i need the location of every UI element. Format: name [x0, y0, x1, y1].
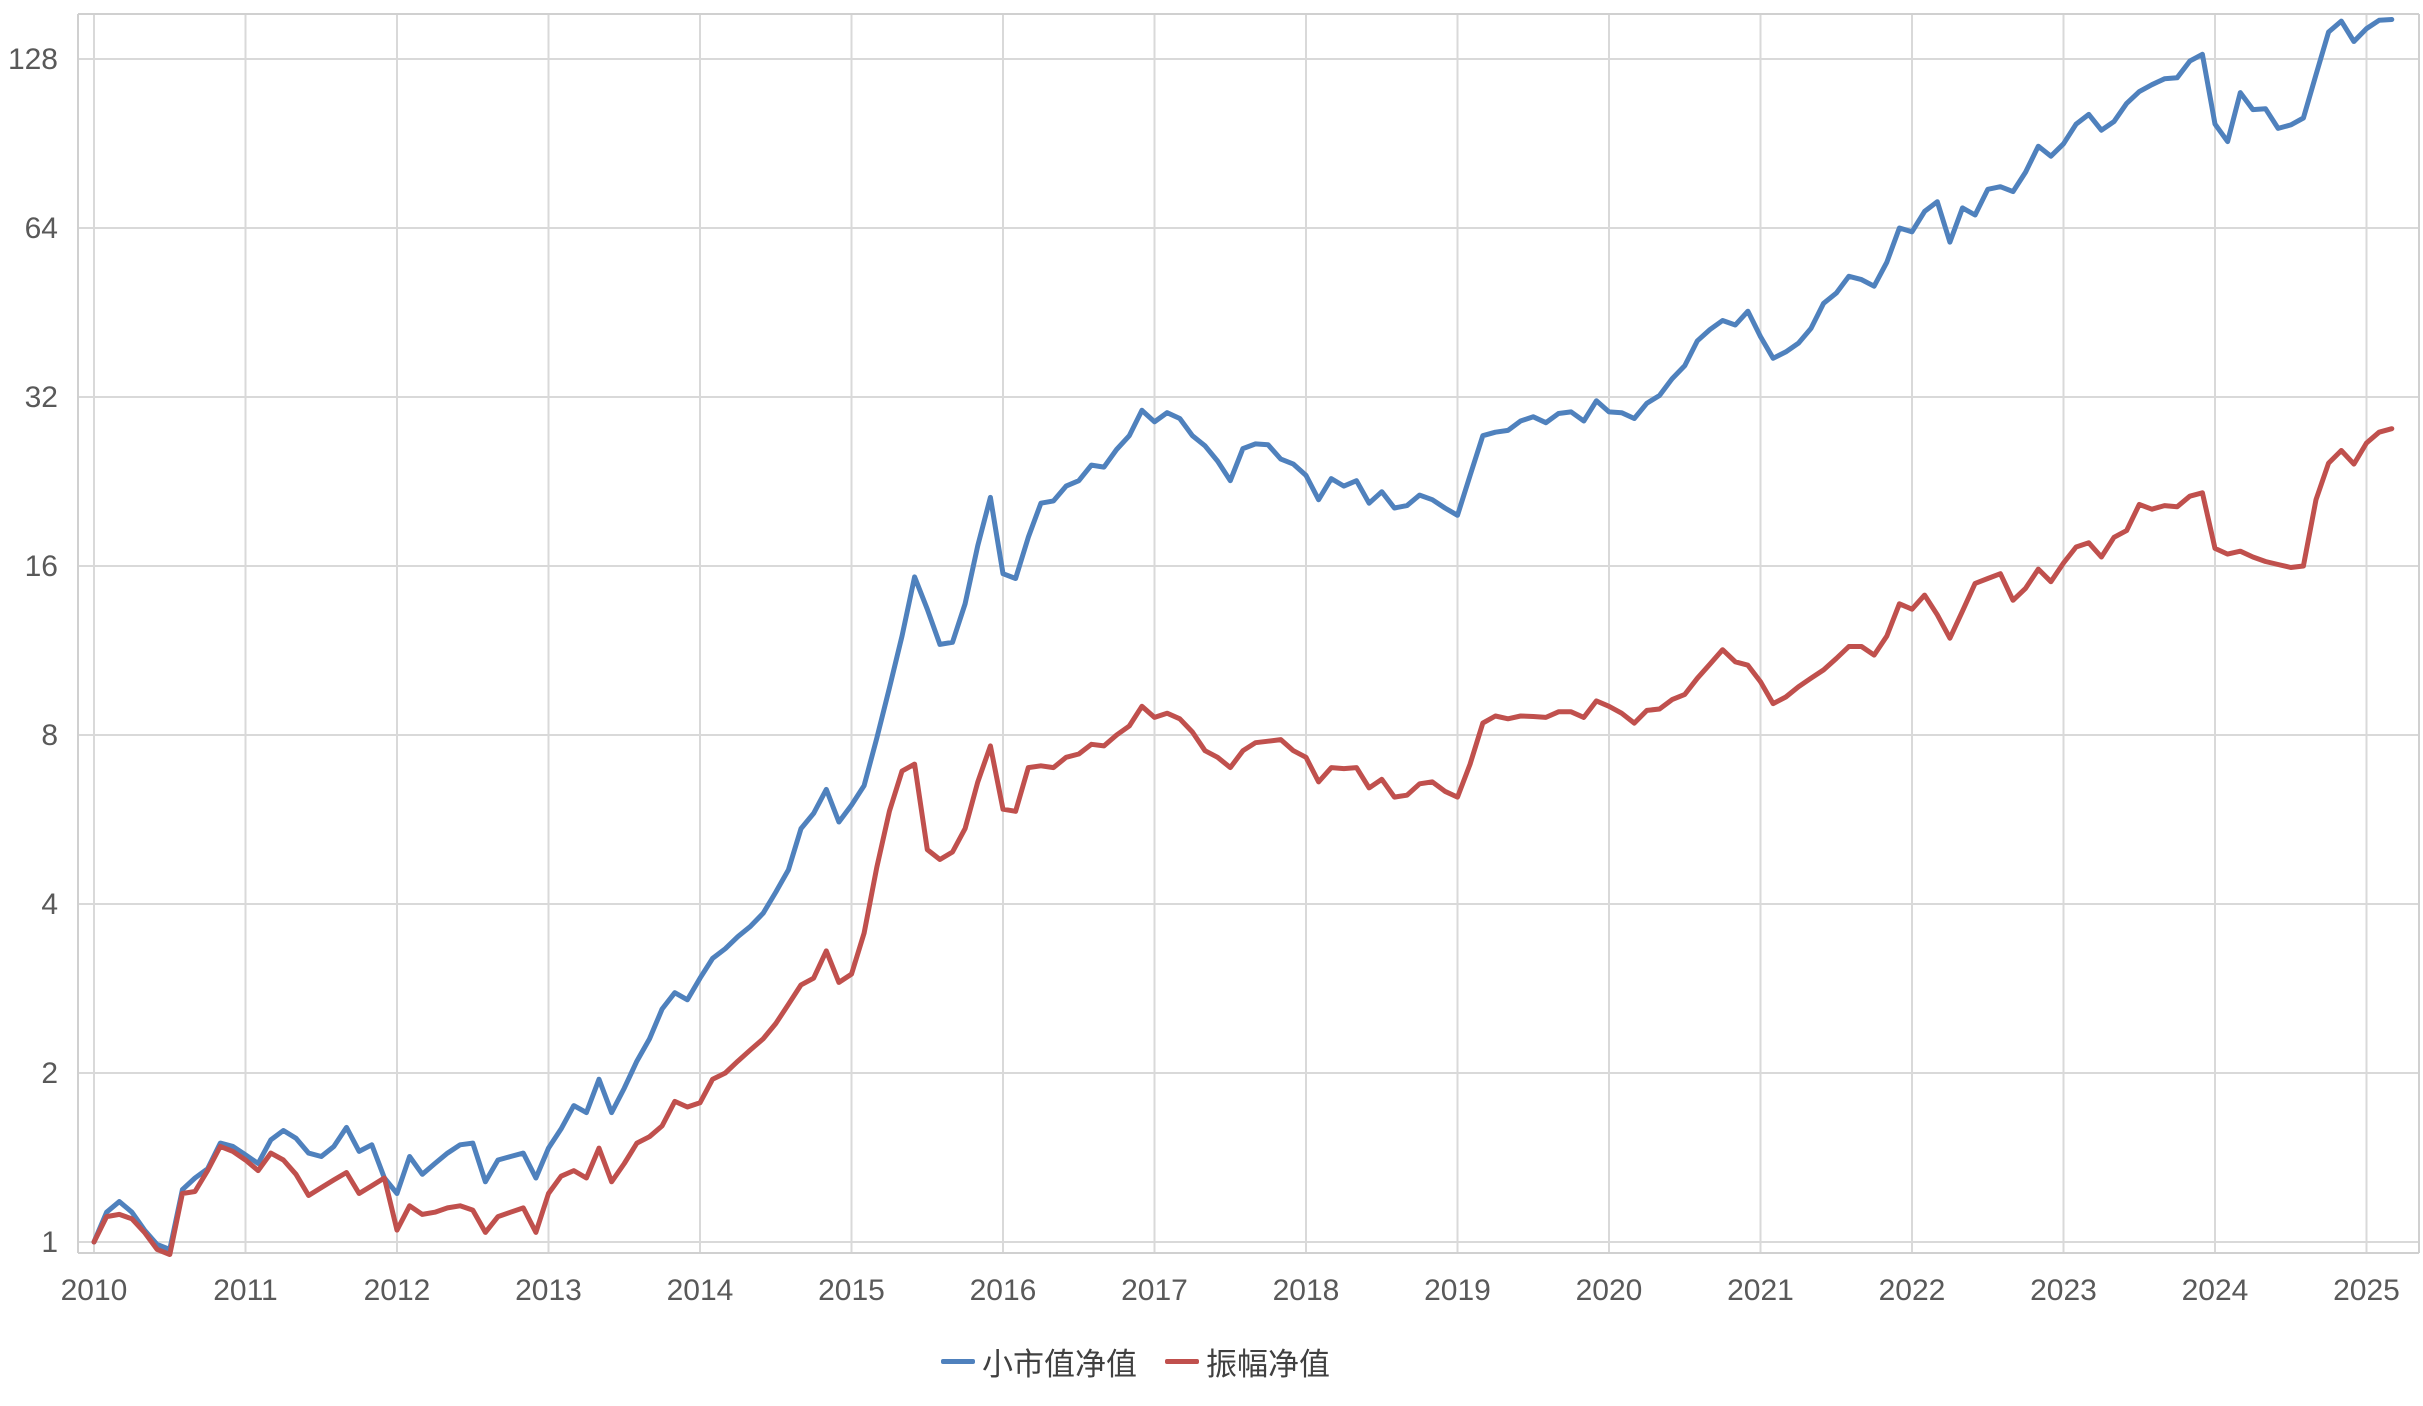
x-tick-label: 2011 — [213, 1274, 278, 1307]
x-tick-label: 2024 — [2182, 1274, 2249, 1307]
series-line-1 — [91, 426, 2395, 1257]
x-tick-label: 2017 — [1121, 1274, 1188, 1307]
legend-label: 振幅净值 — [1206, 1347, 1330, 1382]
y-tick-label: 64 — [25, 212, 58, 245]
y-tick-label: 16 — [25, 550, 58, 583]
x-tick-label: 2013 — [515, 1274, 582, 1307]
x-tick-label: 2015 — [818, 1274, 885, 1307]
series-line-0 — [91, 17, 2395, 1252]
x-tick-label: 2020 — [1576, 1274, 1643, 1307]
x-tick-label: 2014 — [667, 1274, 734, 1307]
x-tick-label: 2018 — [1273, 1274, 1340, 1307]
x-tick-label: 2016 — [970, 1274, 1037, 1307]
legend: 小市值净值 振幅净值 — [941, 1339, 1330, 1384]
legend-item-small-cap: 小市值净值 — [941, 1339, 1137, 1384]
legend-item-amplitude: 振幅净值 — [1165, 1339, 1330, 1384]
y-tick-label: 2 — [41, 1057, 58, 1090]
y-tick-label: 128 — [8, 43, 58, 76]
x-tick-label: 2021 — [1727, 1274, 1794, 1307]
x-tick-label: 2022 — [1879, 1274, 1946, 1307]
x-tick-label: 2012 — [364, 1274, 431, 1307]
y-tick-label: 1 — [41, 1226, 58, 1259]
x-tick-label: 2010 — [61, 1274, 128, 1307]
x-tick-label: 2025 — [2333, 1274, 2400, 1307]
legend-line-marker-red — [1165, 1359, 1199, 1364]
y-tick-label: 8 — [41, 719, 58, 752]
x-tick-label: 2023 — [2030, 1274, 2097, 1307]
y-tick-label: 4 — [41, 888, 58, 921]
y-tick-label: 32 — [25, 381, 58, 414]
legend-line-marker-blue — [941, 1359, 975, 1364]
x-tick-label: 2019 — [1424, 1274, 1491, 1307]
legend-label: 小市值净值 — [982, 1347, 1137, 1382]
